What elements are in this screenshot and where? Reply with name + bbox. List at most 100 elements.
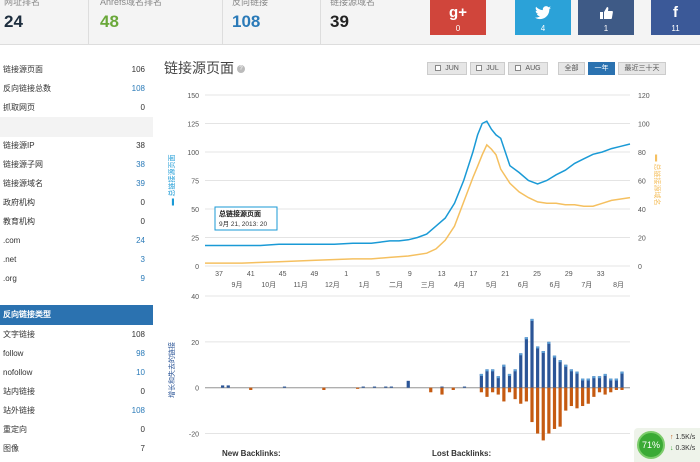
bar-new-cap: [564, 364, 568, 367]
bar-new-cap: [552, 355, 557, 358]
bar-lost: [536, 387, 540, 434]
bar-new: [513, 369, 517, 388]
y2-tick-label: 80: [638, 150, 646, 157]
bar-chart: -20 0 20 40 增长和失去的链接: [167, 294, 630, 441]
bar-new: [581, 378, 585, 388]
row-value: 0: [140, 217, 145, 226]
bar-lost: [597, 387, 602, 393]
page-title: 链接源页面?: [164, 58, 245, 78]
twitter-button[interactable]: 4: [515, 0, 571, 35]
button-label: JUL: [486, 65, 499, 72]
x-month-tick-label: 7月: [581, 281, 592, 289]
sidebar-row-nofollow[interactable]: nofollow 10: [0, 363, 153, 383]
bar-lost: [429, 387, 433, 393]
row-label: 图像: [3, 444, 19, 453]
bar-lost: [592, 387, 596, 397]
bar-new: [384, 386, 388, 388]
bar-new: [361, 386, 365, 388]
bar-new-cap: [536, 346, 540, 349]
upload-speed: ↑ 1.5K/s: [670, 434, 695, 441]
row-value: 10: [136, 368, 145, 377]
bar-new: [592, 376, 596, 388]
y-tick-label: 75: [191, 179, 199, 186]
stat-value: 39: [330, 12, 349, 31]
sidebar-row-org[interactable]: .org 9: [0, 269, 153, 289]
range-30days-button[interactable]: 最近三十天: [618, 62, 666, 75]
row-value: 3: [140, 255, 145, 264]
sidebar-row-com[interactable]: .com 24: [0, 231, 153, 251]
arrow-down-icon: ↓: [670, 445, 674, 452]
twitter-icon: [515, 0, 571, 24]
bar-new-cap: [524, 337, 528, 340]
sidebar-row-image[interactable]: 图像 7: [0, 439, 153, 459]
filter-jul-button[interactable]: JUL: [470, 62, 505, 75]
sidebar-row-ref-domains[interactable]: 链接源域名 39: [0, 174, 153, 194]
row-label: 站内链接: [3, 387, 35, 396]
x-month-tick-label: 1月: [359, 281, 370, 289]
y-tick-label: 100: [187, 150, 199, 157]
sidebar-row-ref-pages[interactable]: 链接源页面 106: [0, 60, 153, 80]
bar-new-cap: [603, 373, 607, 376]
row-value: 0: [140, 103, 145, 112]
row-value: 108: [131, 84, 145, 93]
sidebar-section-title: 反向链接类型: [0, 305, 153, 325]
bar-new: [524, 337, 528, 388]
row-label: 链接源页面: [3, 65, 43, 74]
x-week-tick-label: 17: [470, 271, 478, 278]
row-value: 0: [140, 387, 145, 396]
sidebar-row-external[interactable]: 站外链接 108: [0, 401, 153, 421]
filter-aug-button[interactable]: AUG: [508, 62, 548, 75]
bar-new: [603, 373, 607, 388]
tooltip-box: [214, 206, 278, 231]
bar-new: [389, 386, 393, 388]
bar-lost: [552, 387, 557, 429]
row-label: 政府机构: [3, 198, 35, 207]
filter-jun-button[interactable]: JUN: [427, 62, 467, 75]
checkbox-icon: [515, 65, 522, 72]
sidebar-row-follow[interactable]: follow 98: [0, 344, 153, 364]
bar-new: [569, 369, 573, 388]
y-tick-label: 20: [191, 340, 199, 347]
sidebar-row-text-links[interactable]: 文字链接 108: [0, 325, 153, 345]
range-all-button[interactable]: 全部: [558, 62, 585, 75]
row-value: 38: [136, 141, 145, 150]
bar-new: [530, 318, 534, 388]
page-title-text: 链接源页面: [164, 60, 234, 76]
bar-new: [620, 371, 624, 388]
speed-widget[interactable]: 71% ↑ 1.5K/s ↓ 0.3K/s: [634, 428, 700, 462]
speed-percent: 71%: [637, 431, 665, 459]
sidebar-row-total-backlinks[interactable]: 反向链接总数 108: [0, 79, 153, 99]
row-value: 0: [140, 425, 145, 434]
range-year-button[interactable]: 一年: [588, 62, 615, 75]
bar-new-cap: [496, 376, 500, 379]
like-button[interactable]: 1: [578, 0, 634, 35]
row-value: 108: [131, 330, 145, 339]
y2-tick-label: 120: [638, 93, 650, 100]
row-label: 链接源域名: [3, 179, 43, 188]
y-tick-label: 50: [191, 207, 199, 214]
x-week-tick-label: 45: [279, 271, 287, 278]
bar-lost: [586, 387, 590, 404]
sidebar-row-internal[interactable]: 站内链接 0: [0, 382, 153, 402]
bar-new-cap: [507, 373, 512, 376]
sidebar-row-ref-ips[interactable]: 链接源IP 38: [0, 136, 153, 156]
sidebar-row-redirect[interactable]: 重定向 0: [0, 420, 153, 440]
sidebar-row-ref-subnets[interactable]: 链接源子网 38: [0, 155, 153, 175]
bar-new: [491, 369, 495, 388]
google-plus-button[interactable]: g+ 0: [430, 0, 486, 35]
bar-lost: [609, 387, 613, 393]
y2-axis-label: ▬ 总链接源域名: [653, 155, 662, 206]
bar-new: [502, 364, 506, 388]
sidebar-row-gov[interactable]: 政府机构 0: [0, 193, 153, 213]
help-icon[interactable]: ?: [237, 65, 245, 74]
bar-lost: [451, 387, 455, 390]
bar-new: [609, 378, 613, 388]
sidebar-row-crawled-pages[interactable]: 抓取网页 0: [0, 98, 153, 118]
stat-value: 24: [4, 12, 23, 31]
sidebar-row-net[interactable]: .net 3: [0, 250, 153, 270]
bar-new-cap: [558, 360, 562, 363]
sidebar-row-edu[interactable]: 教育机构 0: [0, 212, 153, 232]
x-week-tick-label: 49: [311, 271, 319, 278]
facebook-button[interactable]: f 11: [651, 0, 700, 35]
row-label: .net: [3, 255, 17, 264]
